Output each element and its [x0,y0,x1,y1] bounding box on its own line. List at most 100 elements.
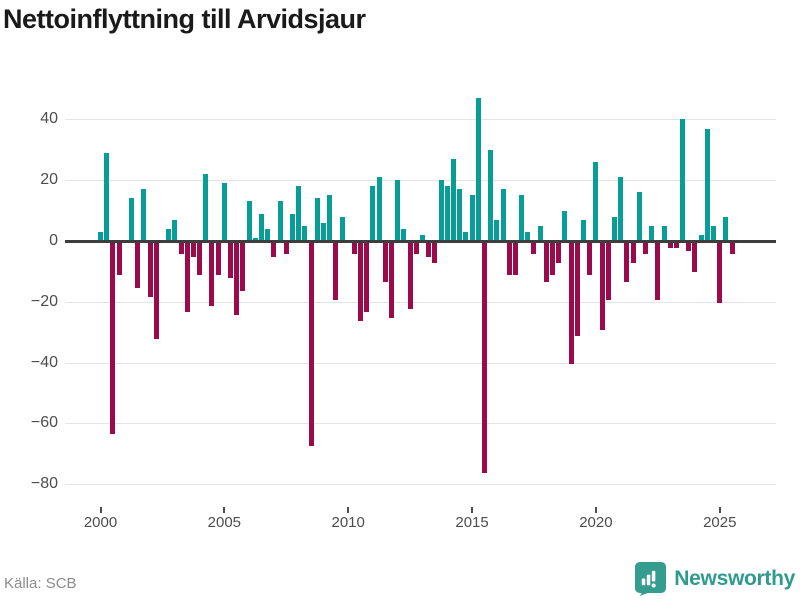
y-axis-tick-label: −60 [30,414,58,432]
bar-2006Q2 [252,237,258,241]
bar-2006Q3 [259,213,264,241]
bar-2013Q4 [438,180,444,241]
bar-2013Q3 [432,242,438,264]
bar-2022Q4 [661,225,667,241]
bar-2016Q2 [500,189,506,241]
bar-2010Q3 [358,242,364,322]
bar-2025Q3 [729,242,735,255]
bar-2012Q2 [401,228,407,241]
bar-2009Q4 [339,216,345,241]
bar-2011Q4 [389,242,395,318]
bar-2013Q2 [426,242,432,258]
gridline [65,362,776,364]
gridline [65,119,776,121]
x-axis-tick-label: 2005 [207,514,242,531]
bar-2021Q3 [630,242,636,264]
x-axis-tick-label: 2025 [703,514,737,531]
bar-2013Q1 [420,234,425,241]
bar-2025Q1 [717,242,723,303]
gridline [65,180,776,182]
bar-2011Q2 [376,177,382,241]
bar-2023Q1 [667,242,673,249]
x-axis-tick [471,507,474,513]
gridline [65,301,776,303]
bar-2004Q2 [203,174,209,241]
bar-2007Q3 [283,242,289,255]
bar-2017Q3 [531,242,537,255]
bar-2009Q2 [327,195,333,241]
bar-2011Q1 [370,186,376,241]
bar-2012Q3 [407,242,413,309]
bar-chart-plot-area: 40 20 0 −20 −40 −60 −80 2000 2005 2010 2015 2020 202… [30,98,776,531]
x-axis-tick-label: 2015 [455,514,489,531]
bar-2018Q4 [562,210,568,241]
source-caption: Källa: SCB [4,575,77,592]
bar-2020Q4 [611,216,617,241]
bar-2016Q4 [512,242,518,276]
bar-2019Q2 [574,242,580,337]
bar-2021Q2 [624,242,630,282]
x-axis-tick-label: 2000 [83,514,118,531]
bar-2023Q4 [686,242,692,252]
bar-2015Q3 [481,242,487,474]
bar-2018Q2 [550,242,556,276]
newsworthy-chat-bubble-icon [635,562,667,596]
chart-title: Nettoinflyttning till Arvidsjaur [3,4,366,34]
newsworthy-wordmark: Newsworthy [674,566,795,590]
bar-2015Q1 [469,195,475,241]
bar-2014Q3 [457,189,463,241]
y-axis-tick-label: −20 [30,292,58,310]
y-axis-tick-label: 0 [49,232,58,249]
bar-2004Q1 [197,242,203,276]
bar-2010Q4 [364,242,370,312]
bar-2008Q2 [302,225,308,241]
bar-2009Q3 [333,242,339,300]
bar-2022Q2 [649,225,655,241]
bar-2007Q4 [289,213,295,241]
bar-2022Q3 [655,242,661,300]
x-axis-tick-label: 2020 [579,514,613,531]
bar-2005Q3 [234,242,240,315]
bar-2001Q3 [135,242,141,288]
bar-2015Q4 [488,149,494,241]
bar-2000Q1 [98,231,103,241]
newsworthy-logo: Newsworthy [634,561,795,596]
x-axis-tick-label: 2010 [331,514,365,531]
bar-2018Q1 [543,242,549,282]
gridline [65,484,776,486]
bar-2020Q3 [605,242,611,300]
x-axis-tick [347,507,350,513]
bar-2014Q4 [463,231,469,241]
bar-2009Q1 [320,222,326,241]
bar-2011Q3 [382,242,388,282]
x-axis-tick [594,507,597,513]
bar-2023Q2 [673,242,679,249]
bar-2020Q1 [593,161,599,241]
bar-2004Q3 [209,242,215,306]
bar-2001Q4 [141,189,147,241]
bar-2014Q2 [450,158,456,241]
zero-axis-line [65,240,776,243]
y-axis-tick-label: 20 [40,171,58,189]
bar-2025Q2 [723,216,729,241]
bar-2002Q1 [147,242,153,297]
bar-2005Q4 [240,242,246,291]
bar-2021Q1 [618,177,624,241]
bar-2020Q2 [599,242,605,331]
bar-2006Q1 [246,201,252,241]
bar-2014Q1 [444,186,450,241]
y-axis-tick-label: −80 [30,475,58,493]
bar-2002Q2 [153,242,159,340]
x-axis-tick [99,507,102,513]
gridline [65,423,776,425]
bar-2008Q3 [308,242,314,446]
bar-2012Q1 [395,180,401,241]
bar-2012Q4 [413,242,419,255]
bar-2019Q3 [581,219,586,241]
bar-2024Q2 [698,234,704,241]
bar-2005Q2 [228,242,234,279]
bar-2003Q1 [172,219,178,241]
bar-2024Q1 [692,242,698,273]
bar-2015Q2 [475,98,481,241]
